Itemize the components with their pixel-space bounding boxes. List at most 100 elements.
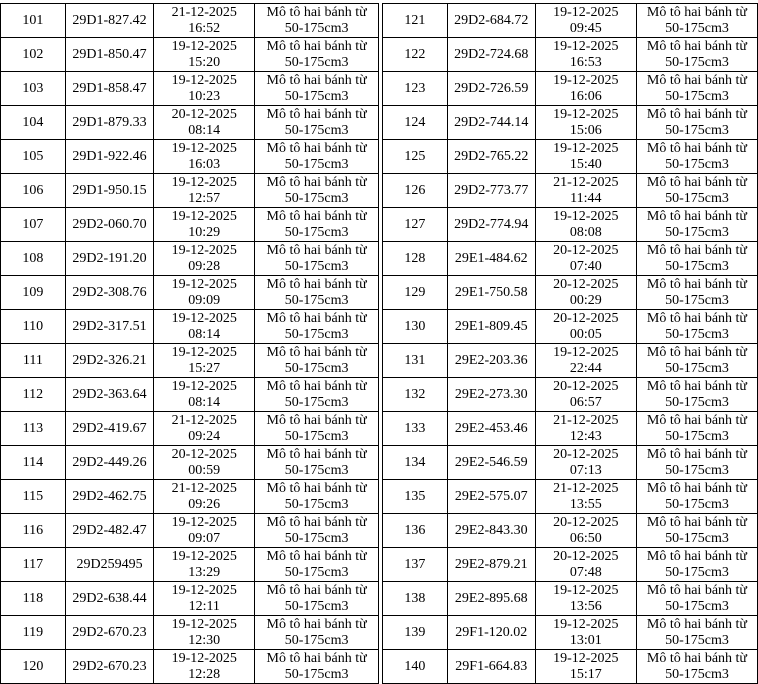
license-plate: 29F1-664.83 <box>446 649 536 684</box>
table-row: 111 29D2-326.21 19-12-2025 15:27 Mô tô hai … <box>0 343 379 378</box>
table-row: 127 29D2-774.94 19-12-2025 08:08 Mô tô hai … <box>381 207 758 242</box>
timestamp: 19-12-2025 09:09 <box>153 275 256 310</box>
license-plate: 29E2-895.68 <box>446 581 536 616</box>
table-row: 104 29D1-879.33 20-12-2025 08:14 Mô tô hai … <box>0 105 379 140</box>
vehicle-type: Mô tô hai bánh từ 50-175cm3 <box>254 173 379 208</box>
license-plate: 29D1-922.46 <box>64 139 155 174</box>
timestamp: 19-12-2025 12:11 <box>153 581 256 616</box>
license-plate: 29D2-363.64 <box>64 377 155 412</box>
row-number: 106 <box>0 173 66 208</box>
row-number: 132 <box>381 377 448 412</box>
vehicle-type: Mô tô hai bánh từ 50-175cm3 <box>254 581 379 616</box>
table-row: 125 29D2-765.22 19-12-2025 15:40 Mô tô hai … <box>381 139 758 174</box>
timestamp: 19-12-2025 22:44 <box>534 343 637 378</box>
vehicle-type: Mô tô hai bánh từ 50-175cm3 <box>254 105 379 140</box>
row-number: 134 <box>381 445 448 480</box>
vehicle-type: Mô tô hai bánh từ 50-175cm3 <box>254 445 379 480</box>
row-number: 131 <box>381 343 448 378</box>
row-number: 118 <box>0 581 66 616</box>
table-row: 128 29E1-484.62 20-12-2025 07:40 Mô tô hai … <box>381 241 758 276</box>
vehicle-list: 101 29D1-827.42 21-12-2025 16:52 Mô tô hai … <box>0 3 758 684</box>
vehicle-type: Mô tô hai bánh từ 50-175cm3 <box>635 241 758 276</box>
row-number: 116 <box>0 513 66 548</box>
timestamp: 19-12-2025 13:29 <box>153 547 256 582</box>
timestamp: 19-12-2025 15:20 <box>153 37 256 72</box>
row-number: 135 <box>381 479 448 514</box>
license-plate: 29D2-684.72 <box>446 3 536 38</box>
timestamp: 19-12-2025 15:27 <box>153 343 256 378</box>
row-number: 124 <box>381 105 448 140</box>
vehicle-type: Mô tô hai bánh từ 50-175cm3 <box>635 173 758 208</box>
license-plate: 29D2-638.44 <box>64 581 155 616</box>
vehicle-type: Mô tô hai bánh từ 50-175cm3 <box>635 275 758 310</box>
timestamp: 20-12-2025 07:13 <box>534 445 637 480</box>
license-plate: 29D2-773.77 <box>446 173 536 208</box>
table-row: 105 29D1-922.46 19-12-2025 16:03 Mô tô hai … <box>0 139 379 174</box>
timestamp: 20-12-2025 00:59 <box>153 445 256 480</box>
license-plate: 29D1-950.15 <box>64 173 155 208</box>
vehicle-type: Mô tô hai bánh từ 50-175cm3 <box>254 241 379 276</box>
timestamp: 19-12-2025 09:45 <box>534 3 637 38</box>
table-row: 115 29D2-462.75 21-12-2025 09:26 Mô tô hai … <box>0 479 379 514</box>
vehicle-type: Mô tô hai bánh từ 50-175cm3 <box>635 513 758 548</box>
license-plate: 29E2-546.59 <box>446 445 536 480</box>
row-number: 114 <box>0 445 66 480</box>
table-row: 129 29E1-750.58 20-12-2025 00:29 Mô tô hai … <box>381 275 758 310</box>
license-plate: 29D2-449.26 <box>64 445 155 480</box>
timestamp: 21-12-2025 16:52 <box>153 3 256 38</box>
timestamp: 19-12-2025 16:03 <box>153 139 256 174</box>
vehicle-type: Mô tô hai bánh từ 50-175cm3 <box>254 411 379 446</box>
vehicle-type: Mô tô hai bánh từ 50-175cm3 <box>254 615 379 650</box>
vehicle-type: Mô tô hai bánh từ 50-175cm3 <box>635 139 758 174</box>
vehicle-type: Mô tô hai bánh từ 50-175cm3 <box>635 547 758 582</box>
license-plate: 29E2-575.07 <box>446 479 536 514</box>
timestamp: 20-12-2025 07:48 <box>534 547 637 582</box>
vehicle-type: Mô tô hai bánh từ 50-175cm3 <box>254 275 379 310</box>
license-plate: 29D2-744.14 <box>446 105 536 140</box>
vehicle-type: Mô tô hai bánh từ 50-175cm3 <box>254 139 379 174</box>
row-number: 129 <box>381 275 448 310</box>
row-number: 108 <box>0 241 66 276</box>
license-plate: 29D1-879.33 <box>64 105 155 140</box>
vehicle-type: Mô tô hai bánh từ 50-175cm3 <box>635 37 758 72</box>
table-row: 133 29E2-453.46 21-12-2025 12:43 Mô tô hai … <box>381 411 758 446</box>
timestamp: 19-12-2025 12:28 <box>153 649 256 684</box>
license-plate: 29D1-827.42 <box>64 3 155 38</box>
license-plate: 29D2-765.22 <box>446 139 536 174</box>
vehicle-type: Mô tô hai bánh từ 50-175cm3 <box>254 513 379 548</box>
license-plate: 29D1-858.47 <box>64 71 155 106</box>
license-plate: 29E2-843.30 <box>446 513 536 548</box>
timestamp: 20-12-2025 00:05 <box>534 309 637 344</box>
license-plate: 29D2-726.59 <box>446 71 536 106</box>
table-row: 131 29E2-203.36 19-12-2025 22:44 Mô tô hai … <box>381 343 758 378</box>
row-number: 117 <box>0 547 66 582</box>
timestamp: 20-12-2025 06:50 <box>534 513 637 548</box>
vehicle-table-left: 101 29D1-827.42 21-12-2025 16:52 Mô tô hai … <box>0 3 379 684</box>
vehicle-type: Mô tô hai bánh từ 50-175cm3 <box>635 377 758 412</box>
table-row: 112 29D2-363.64 19-12-2025 08:14 Mô tô hai … <box>0 377 379 412</box>
row-number: 140 <box>381 649 448 684</box>
license-plate: 29E1-750.58 <box>446 275 536 310</box>
vehicle-type: Mô tô hai bánh từ 50-175cm3 <box>635 71 758 106</box>
timestamp: 21-12-2025 12:43 <box>534 411 637 446</box>
row-number: 123 <box>381 71 448 106</box>
row-number: 122 <box>381 37 448 72</box>
row-number: 111 <box>0 343 66 378</box>
vehicle-type: Mô tô hai bánh từ 50-175cm3 <box>254 649 379 684</box>
table-row: 109 29D2-308.76 19-12-2025 09:09 Mô tô hai … <box>0 275 379 310</box>
vehicle-type: Mô tô hai bánh từ 50-175cm3 <box>635 309 758 344</box>
table-row: 106 29D1-950.15 19-12-2025 12:57 Mô tô hai … <box>0 173 379 208</box>
table-row: 135 29E2-575.07 21-12-2025 13:55 Mô tô hai … <box>381 479 758 514</box>
table-row: 118 29D2-638.44 19-12-2025 12:11 Mô tô hai … <box>0 581 379 616</box>
license-plate: 29E1-809.45 <box>446 309 536 344</box>
row-number: 103 <box>0 71 66 106</box>
timestamp: 21-12-2025 13:55 <box>534 479 637 514</box>
row-number: 121 <box>381 3 448 38</box>
row-number: 119 <box>0 615 66 650</box>
table-row: 108 29D2-191.20 19-12-2025 09:28 Mô tô hai … <box>0 241 379 276</box>
table-row: 136 29E2-843.30 20-12-2025 06:50 Mô tô hai … <box>381 513 758 548</box>
table-row: 123 29D2-726.59 19-12-2025 16:06 Mô tô hai … <box>381 71 758 106</box>
table-row: 103 29D1-858.47 19-12-2025 10:23 Mô tô hai … <box>0 71 379 106</box>
row-number: 112 <box>0 377 66 412</box>
license-plate: 29D2-670.23 <box>64 615 155 650</box>
